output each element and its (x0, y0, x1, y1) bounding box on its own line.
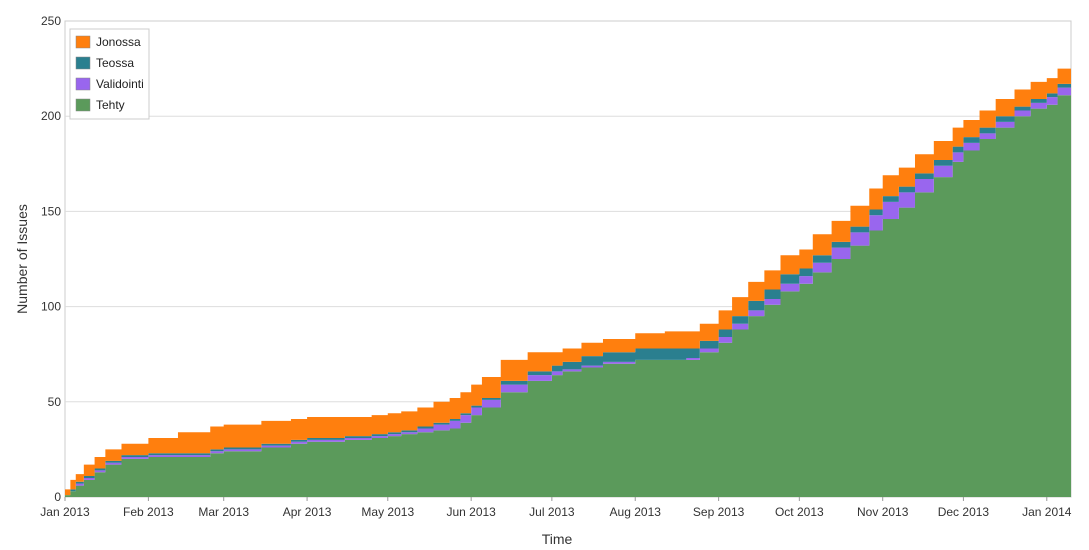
legend-swatch-jonossa (75, 35, 91, 49)
y-tick-label: 0 (54, 490, 61, 504)
legend-label-tehty: Tehty (96, 98, 125, 112)
x-tick-label: Apr 2013 (283, 505, 332, 519)
x-tick-label: Jun 2013 (446, 505, 496, 519)
x-tick-label: Oct 2013 (775, 505, 824, 519)
legend-label-jonossa: Jonossa (96, 35, 141, 49)
x-tick-label: Jan 2013 (40, 505, 90, 519)
x-tick-label: May 2013 (361, 505, 414, 519)
x-axis-title: Time (542, 531, 573, 547)
x-tick-label: Feb 2013 (123, 505, 174, 519)
x-tick-label: Dec 2013 (938, 505, 990, 519)
y-tick-label: 50 (48, 395, 62, 409)
x-tick-label: Aug 2013 (610, 505, 662, 519)
legend-label-validointi: Validointi (96, 77, 144, 91)
y-tick-label: 100 (41, 300, 61, 314)
legend: Jonossa Teossa Validointi Tehty (69, 28, 150, 120)
x-tick-label: Jan 2014 (1022, 505, 1072, 519)
legend-swatch-teossa (75, 56, 91, 70)
y-axis-title: Number of Issues (14, 204, 30, 314)
legend-swatch-validointi (75, 77, 91, 91)
stacked-areas (65, 59, 1071, 497)
x-tick-label: Mar 2013 (198, 505, 249, 519)
area-series-jonossa (65, 59, 1071, 496)
y-tick-label: 200 (41, 109, 61, 123)
x-tick-label: Jul 2013 (529, 505, 575, 519)
y-tick-label: 250 (41, 14, 61, 28)
x-tick-label: Sep 2013 (693, 505, 745, 519)
y-tick-label: 150 (41, 204, 61, 218)
legend-label-teossa: Teossa (96, 56, 134, 70)
legend-swatch-tehty (75, 98, 91, 112)
x-axis: Jan 2013 Feb 2013 Mar 2013 Apr 2013 May 2013… (40, 497, 1072, 519)
y-axis: 0 50 100 150 200 250 (41, 14, 61, 504)
area-series-tehty (65, 83, 1071, 497)
x-tick-label: Nov 2013 (857, 505, 909, 519)
